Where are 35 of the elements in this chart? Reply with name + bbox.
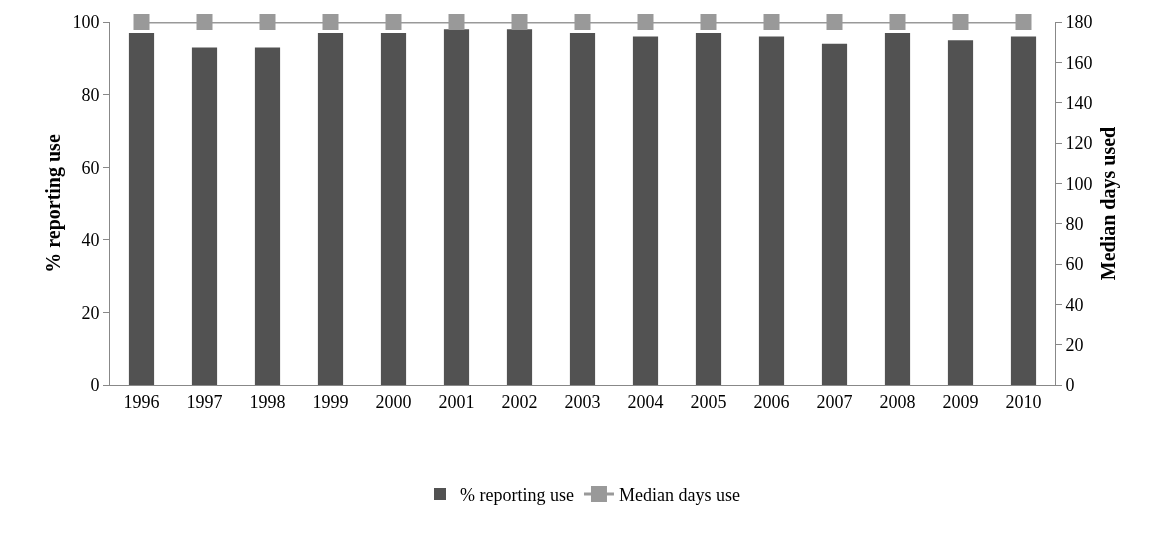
y2-tick-label: 20: [1065, 334, 1084, 355]
x-tick-label: 2000: [375, 391, 412, 412]
y-tick-label: 20: [81, 302, 100, 323]
y2-tick-label: 140: [1065, 92, 1093, 113]
y2-tick-label: 160: [1065, 52, 1093, 73]
x-tick-label: 2005: [690, 391, 727, 412]
y-tick-label: 100: [72, 12, 100, 33]
x-tick-label: 2009: [942, 391, 979, 412]
x-tick-label: 2006: [753, 391, 790, 412]
y2-tick-label: 100: [1065, 173, 1093, 194]
y-tick-label: 40: [81, 230, 100, 251]
x-tick-label: 1999: [312, 391, 349, 412]
x-tick-label: 2003: [564, 391, 601, 412]
x-tick-label: 2010: [1005, 391, 1042, 412]
y-tick-label: 80: [81, 84, 100, 105]
x-tick-label: 1996: [123, 391, 160, 412]
x-tick-label: 2007: [816, 391, 853, 412]
y2-tick-label: 120: [1065, 133, 1093, 154]
y2-tick-label: 60: [1065, 254, 1084, 275]
y2-tick-label: 80: [1065, 213, 1084, 234]
x-tick-label: 2001: [438, 391, 475, 412]
x-tick-label: 2008: [879, 391, 916, 412]
legend-label: % reporting use: [460, 484, 574, 505]
y-tick-label: 60: [81, 157, 100, 178]
x-tick-label: 2004: [627, 391, 664, 412]
y2-tick-label: 0: [1065, 375, 1075, 396]
x-tick-label: 2002: [501, 391, 538, 412]
y-axis-title: % reporting use: [42, 134, 65, 273]
x-tick-label: 1997: [186, 391, 223, 412]
y2-axis-title: Median days used: [1097, 126, 1120, 281]
y2-tick-label: 180: [1065, 12, 1093, 33]
y-tick-label: 0: [90, 375, 100, 396]
legend-label: Median days use: [618, 484, 740, 505]
y2-tick-label: 40: [1065, 294, 1084, 315]
x-tick-label: 1998: [249, 391, 286, 412]
